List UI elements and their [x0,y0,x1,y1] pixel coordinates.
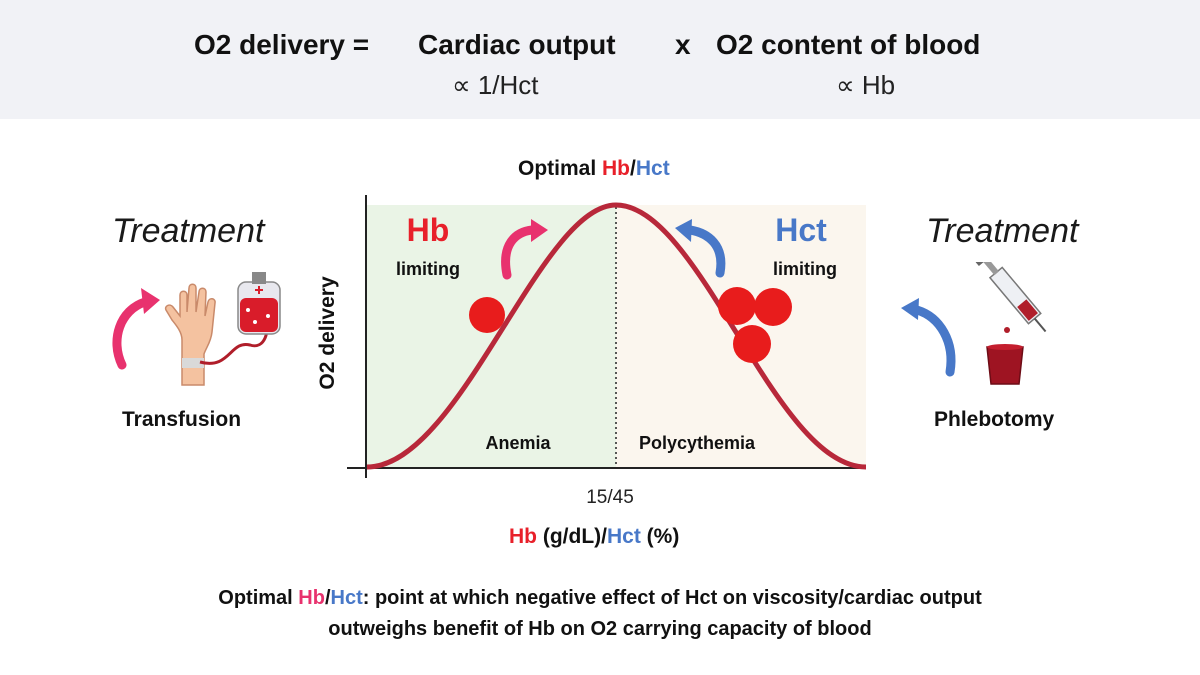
formula-header: O2 delivery = Cardiac output x O2 conten… [0,0,1200,119]
footer-line-1: Optimal Hb/Hct: point at which negative … [0,586,1200,610]
proportional-2: ∝ Hb [836,70,895,100]
red-cell-icon [754,288,792,326]
x-label-hb: Hb [509,525,537,548]
footer-sep: / [324,587,331,609]
graph-title-prefix: Optimal [518,157,603,180]
footer-hct: Hct [330,587,363,609]
hb-limiting-title: Hb [407,212,450,248]
anemia-region [367,205,616,468]
x-tick-label: 15/45 [586,487,634,508]
footer-hb: Hb [298,587,325,609]
footer-line-2: outweighs benefit of Hb on O2 carrying c… [328,618,872,640]
proportional-2-text: Hb [861,70,896,100]
proportional-1-text: 1/Hct [477,70,539,100]
graph-title-sep: / [630,157,636,180]
proportional-symbol-icon: ∝ [452,70,471,100]
graph-title-hb: Hb [602,157,631,180]
proportional-symbol-icon: ∝ [836,70,855,100]
graph-title: Optimal Hb/Hct [518,157,670,181]
x-label-end: (%) [640,525,680,548]
syringe-cup-icon [901,262,1047,385]
anemia-label: Anemia [485,433,551,453]
red-cell-icon [733,325,771,363]
hb-limiting-label: limiting [396,259,460,279]
blue-arrow-icon [685,225,726,278]
formula-cardiac-output: Cardiac output [418,29,616,60]
footer-prefix: Optimal [218,587,299,609]
graph-title-hct: Hct [635,157,670,180]
phlebotomy-label: Phlebotomy [934,408,1055,431]
x-label-mid: (g/dL)/ [537,525,607,548]
hct-limiting-title: Hct [775,212,827,248]
hct-limiting-label: limiting [773,259,837,279]
footer-line1-rest: : point at which negative effect of Hct … [362,587,982,609]
pink-arrow-icon [501,225,537,280]
proportional-1: ∝ 1/Hct [452,70,539,100]
polycythemia-label: Polycythemia [639,433,756,453]
red-cell-icon [718,287,756,325]
transfusion-label: Transfusion [122,408,242,431]
right-treatment-heading: Treatment [926,212,1079,250]
y-axis-label: O2 delivery [316,276,339,390]
single-red-cell-icon [469,297,505,333]
formula-times: x [675,29,691,60]
x-axis-label: Hb (g/dL)/Hct (%) [509,525,679,549]
left-treatment-heading: Treatment [112,212,265,250]
formula-o2-content: O2 content of blood [716,29,981,60]
blue-arrow-head-icon [675,219,692,242]
o2-delivery-curve [366,202,867,470]
transfusion-icon [112,272,281,386]
x-label-hct: Hct [606,525,641,548]
pink-arrow-head-icon [531,219,548,242]
formula-lhs: O2 delivery = [194,29,370,60]
